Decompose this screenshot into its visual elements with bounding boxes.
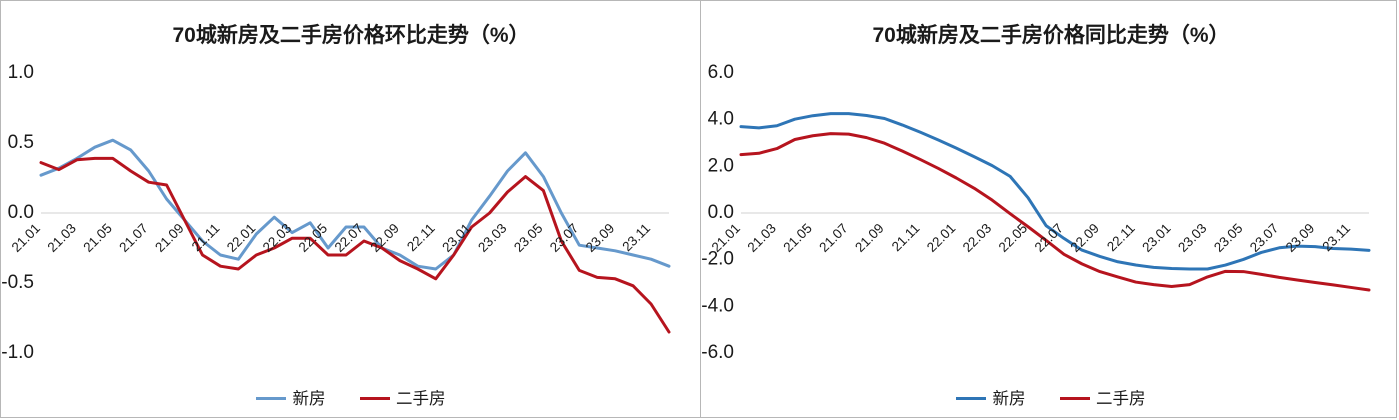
svg-text:0.0: 0.0 [8,202,34,223]
svg-text:21.05: 21.05 [80,221,115,256]
svg-text:21.11: 21.11 [189,221,223,255]
svg-text:-1.0: -1.0 [1,342,34,363]
svg-text:21.03: 21.03 [745,221,780,256]
svg-text:23.05: 23.05 [511,221,546,256]
svg-text:6.0: 6.0 [708,62,734,83]
svg-text:23.11: 23.11 [619,221,653,255]
svg-text:23.01: 23.01 [1139,221,1174,256]
svg-text:21.03: 21.03 [45,221,80,256]
svg-text:23.05: 23.05 [1211,221,1246,256]
svg-text:21.09: 21.09 [152,221,187,256]
svg-text:23.09: 23.09 [1283,221,1318,256]
svg-text:0.0: 0.0 [708,202,734,223]
svg-text:-4.0: -4.0 [701,295,734,316]
svg-text:-0.5: -0.5 [1,272,34,293]
svg-text:21.11: 21.11 [889,221,923,255]
svg-text:2.0: 2.0 [708,155,734,176]
svg-text:22.03: 22.03 [960,221,995,256]
svg-text:21.09: 21.09 [852,221,887,256]
svg-text:23.03: 23.03 [1175,221,1210,256]
svg-text:21.07: 21.07 [816,221,851,256]
svg-text:22.11: 22.11 [1104,221,1138,255]
svg-text:21.01: 21.01 [9,221,44,256]
svg-text:21.07: 21.07 [116,221,151,256]
svg-text:-6.0: -6.0 [701,342,734,363]
svg-text:21.05: 21.05 [780,221,815,256]
svg-text:23.03: 23.03 [475,221,510,256]
svg-text:22.01: 22.01 [924,221,959,256]
svg-text:22.11: 22.11 [404,221,438,255]
svg-text:0.5: 0.5 [8,132,34,153]
svg-text:4.0: 4.0 [708,109,734,130]
svg-text:1.0: 1.0 [8,62,34,83]
